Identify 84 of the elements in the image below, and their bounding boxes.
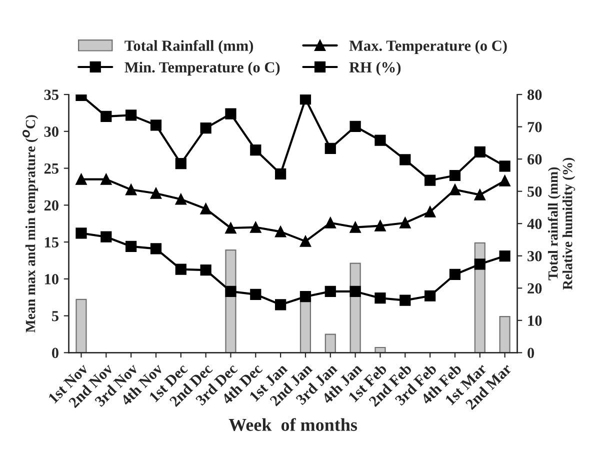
- y-tick-label: 15: [44, 237, 58, 248]
- point: [225, 222, 236, 234]
- point: [474, 189, 486, 200]
- y-axis-title: Mean max and min temprature ($^{O}$C): [22, 115, 38, 333]
- legend-label: Max. Temperature (o C): [349, 40, 507, 54]
- point: [300, 236, 312, 247]
- y-tick-label: 10: [44, 274, 58, 284]
- bar: [324, 334, 336, 353]
- y2-tick-label: 30: [528, 250, 542, 262]
- point: [100, 231, 112, 242]
- bar: [76, 298, 87, 353]
- bar: [499, 316, 510, 353]
- point: [449, 170, 461, 182]
- point: [126, 110, 137, 121]
- point: [499, 175, 510, 186]
- legend-label: RH (%): [349, 62, 401, 76]
- point: [374, 292, 386, 304]
- point: [100, 174, 112, 185]
- point: [499, 160, 510, 172]
- point: [225, 286, 236, 297]
- point: [424, 174, 436, 186]
- point: [374, 220, 386, 232]
- y2-tick-label: 0: [528, 348, 534, 358]
- y-tick-label: 35: [44, 90, 58, 100]
- point: [324, 286, 336, 297]
- point: [350, 120, 361, 132]
- point: [474, 146, 486, 158]
- point: [150, 120, 162, 131]
- bar: [225, 249, 236, 353]
- point: [300, 94, 312, 105]
- point: [200, 203, 212, 214]
- bar: [474, 242, 486, 353]
- point: [400, 154, 411, 166]
- y-tick-label: 25: [44, 163, 58, 174]
- y2-axis-title: Total rainfall (mm) Relative humidity (%): [548, 158, 576, 290]
- point: [126, 240, 137, 252]
- point: [449, 268, 461, 280]
- point: [424, 206, 436, 218]
- x-axis-title: Week of months: [228, 418, 358, 432]
- point: [150, 188, 162, 199]
- point: [175, 194, 186, 205]
- bar: [374, 346, 386, 353]
- point: [350, 286, 361, 297]
- y2-tick-label: 70: [528, 122, 542, 132]
- point: [400, 217, 411, 228]
- legend-label: Min. Temperature (o C): [124, 62, 280, 76]
- point: [200, 264, 212, 276]
- y2-tick-label: 60: [528, 154, 542, 164]
- point: [225, 108, 236, 120]
- point: [324, 142, 336, 154]
- y2-tick-label: 20: [528, 283, 542, 294]
- y-tick-label: 5: [52, 311, 58, 322]
- point: [275, 168, 286, 180]
- point: [100, 110, 112, 122]
- point: [126, 184, 137, 196]
- point: [175, 158, 186, 170]
- point: [250, 288, 262, 300]
- point: [275, 299, 286, 310]
- y2-tick-label: 80: [528, 90, 542, 100]
- point: [300, 291, 312, 302]
- legend-label: Total Rainfall (mm): [124, 40, 254, 54]
- y2-tick-label: 10: [528, 316, 542, 326]
- point: [175, 264, 186, 275]
- point: [499, 250, 510, 262]
- point: [350, 222, 361, 233]
- y-tick-label: 20: [44, 200, 58, 211]
- point: [76, 174, 87, 185]
- point: [374, 134, 386, 146]
- y-tick-label: 0: [52, 348, 58, 358]
- point: [275, 226, 286, 238]
- point: [324, 217, 336, 228]
- point: [250, 144, 262, 156]
- y2-tick-label: 40: [527, 218, 542, 230]
- y-tick-label: 30: [44, 126, 58, 137]
- point: [250, 222, 262, 233]
- point: [400, 294, 411, 306]
- point: [200, 122, 212, 134]
- point: [150, 243, 162, 254]
- point: [474, 258, 486, 270]
- y2-tick-label: 50: [528, 186, 542, 197]
- point: [76, 228, 87, 239]
- point: [449, 184, 461, 196]
- bar: [300, 300, 312, 353]
- point: [424, 290, 436, 302]
